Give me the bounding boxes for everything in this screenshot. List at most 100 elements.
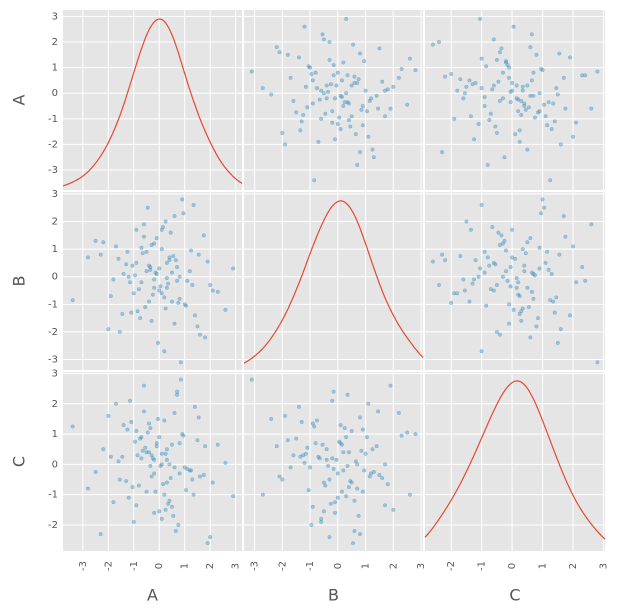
scatter-point xyxy=(157,266,162,271)
scatter-point xyxy=(136,483,141,488)
scatter-point xyxy=(139,456,144,461)
scatter-point xyxy=(177,441,182,446)
scatter-point xyxy=(195,324,200,329)
x-tick-label: 1 xyxy=(361,563,372,569)
scatter-point xyxy=(349,480,354,485)
scatter-point xyxy=(523,251,528,256)
scatter-point xyxy=(341,60,346,65)
scatter-point xyxy=(514,83,519,88)
scatter-point xyxy=(121,271,126,277)
scatter-point xyxy=(120,454,125,459)
scatter-point xyxy=(317,456,322,461)
scatter-point xyxy=(526,305,531,310)
scatter-point xyxy=(537,245,542,250)
scatter-point xyxy=(546,100,551,105)
scatter-point xyxy=(525,285,530,290)
scatter-point xyxy=(462,288,467,293)
scatter-point xyxy=(98,252,103,257)
scatter-point xyxy=(159,516,164,521)
scatter-point xyxy=(335,70,340,75)
scatter-point xyxy=(139,435,144,440)
scatter-point xyxy=(491,83,496,88)
scatter-point xyxy=(158,284,163,289)
scatter-point xyxy=(164,260,169,265)
x-tick-label: 2 xyxy=(388,563,399,569)
y-axis-label: B xyxy=(10,276,29,287)
scatter-point xyxy=(519,309,524,314)
scatter-point xyxy=(405,102,410,107)
y-axis-label: A xyxy=(10,94,29,105)
scatter-point xyxy=(149,453,154,458)
scatter-point xyxy=(554,295,559,300)
scatter-point xyxy=(490,87,495,92)
scatter-point xyxy=(162,349,167,354)
scatter-point xyxy=(519,318,524,323)
scatter-point xyxy=(338,422,343,428)
scatter-point xyxy=(349,83,354,88)
scatter-point xyxy=(473,80,478,86)
scatter-point xyxy=(176,522,181,528)
scatter-point xyxy=(558,142,563,147)
scatter-point xyxy=(316,139,321,144)
scatter-point xyxy=(168,475,173,481)
scatter-point xyxy=(355,80,360,86)
scatter-point xyxy=(334,457,339,462)
scatter-point xyxy=(525,240,530,245)
scatter-point xyxy=(163,507,168,512)
scatter-point xyxy=(391,84,396,89)
scatter-point xyxy=(356,513,361,518)
y-tick-label: 0 xyxy=(52,459,58,470)
scatter-point xyxy=(313,70,318,75)
scatter-point xyxy=(163,306,168,311)
scatter-point xyxy=(537,266,542,271)
scatter-point xyxy=(192,404,197,409)
scatter-point xyxy=(141,409,147,414)
scatter-point xyxy=(335,471,340,476)
scatter-point xyxy=(369,471,374,476)
scatter-point xyxy=(538,66,544,71)
scatter-point xyxy=(130,485,135,490)
scatter-point xyxy=(283,413,288,418)
scatter-point xyxy=(513,132,518,137)
scatter-point xyxy=(351,541,356,546)
scatter-point xyxy=(310,78,315,83)
scatter-point xyxy=(152,277,157,282)
scatter-point xyxy=(549,271,554,277)
scatter-point xyxy=(540,197,545,202)
scatter-point xyxy=(312,424,317,429)
scatter-point xyxy=(136,287,141,292)
scatter-point xyxy=(508,265,513,270)
scatter-point xyxy=(464,219,469,224)
x-tick-label: 0 xyxy=(154,563,165,569)
scatter-point xyxy=(145,430,150,435)
scatter-point xyxy=(546,267,551,272)
scatter-point xyxy=(503,60,509,65)
scatter-point xyxy=(363,88,368,93)
y-tick-label: 2 xyxy=(52,37,58,48)
scatter-point xyxy=(503,248,509,253)
scatter-point xyxy=(360,489,365,494)
scatter-point xyxy=(360,123,365,128)
scatter-point xyxy=(288,465,293,470)
scatter-point xyxy=(357,51,363,56)
scatter-point xyxy=(166,281,171,286)
scatter-point xyxy=(283,142,288,147)
y-tick-label: 3 xyxy=(52,189,58,200)
scatter-point xyxy=(548,178,553,183)
scatter-point xyxy=(388,383,393,388)
scatter-point xyxy=(357,415,363,420)
scatter-point xyxy=(399,433,404,438)
scatter-point xyxy=(319,519,324,524)
scatter-point xyxy=(353,459,358,464)
scatter-point xyxy=(528,335,533,340)
scatter-point xyxy=(70,298,75,303)
scatter-point xyxy=(134,429,139,434)
scatter-point xyxy=(500,241,506,246)
scatter-point xyxy=(125,249,130,254)
scatter-point xyxy=(503,269,509,274)
scatter-point xyxy=(113,401,119,406)
scatter-point xyxy=(346,450,351,455)
scatter-point xyxy=(309,522,314,528)
scatter-point xyxy=(535,110,541,115)
